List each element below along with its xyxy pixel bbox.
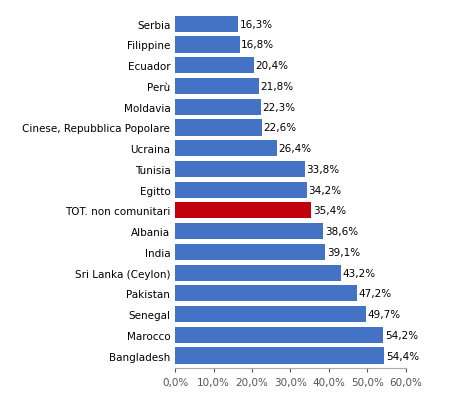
Bar [175,348,384,364]
Bar [175,37,240,54]
Bar [175,327,384,343]
Bar [175,162,305,178]
Text: 49,7%: 49,7% [368,309,401,319]
Bar [175,17,238,33]
Text: 16,8%: 16,8% [241,40,274,50]
Bar [175,182,307,198]
Bar [175,141,277,157]
Bar [175,223,324,240]
Text: 16,3%: 16,3% [239,20,272,30]
Text: 22,3%: 22,3% [262,102,296,112]
Bar [175,99,261,115]
Text: 39,1%: 39,1% [327,247,360,257]
Bar [175,285,356,302]
Text: 54,4%: 54,4% [386,351,419,361]
Bar [175,244,325,260]
Bar [175,265,341,281]
Text: 34,2%: 34,2% [308,185,341,195]
Text: 38,6%: 38,6% [325,227,358,236]
Bar [175,58,254,74]
Bar [175,306,366,322]
Text: 35,4%: 35,4% [313,206,346,216]
Text: 33,8%: 33,8% [307,164,340,175]
Text: 22,6%: 22,6% [264,123,297,133]
Bar [175,79,259,95]
Text: 43,2%: 43,2% [343,268,376,278]
Text: 26,4%: 26,4% [278,144,311,154]
Bar [175,120,262,136]
Text: 54,2%: 54,2% [385,330,418,340]
Text: 47,2%: 47,2% [358,289,391,299]
Text: 20,4%: 20,4% [255,61,288,71]
Bar [175,203,311,219]
Text: 21,8%: 21,8% [260,82,294,92]
